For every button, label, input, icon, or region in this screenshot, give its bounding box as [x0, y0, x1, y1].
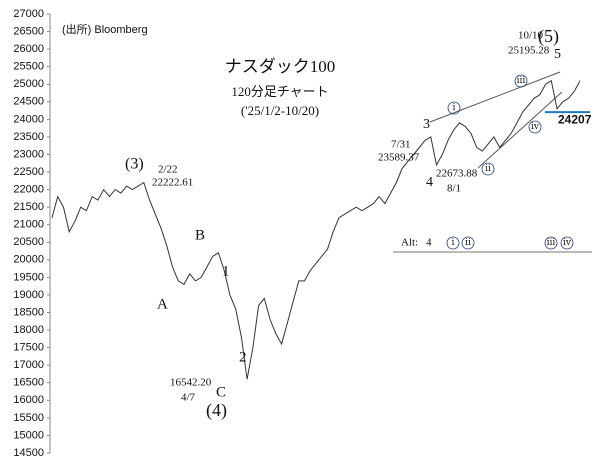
y-tick-label: 23000 — [13, 148, 44, 160]
y-tick-label: 20000 — [13, 254, 44, 266]
wave-circle — [544, 236, 558, 250]
annotation: 3 — [423, 117, 430, 132]
wave-circle — [514, 74, 528, 88]
chart-title: ナスダック100 — [225, 57, 336, 76]
y-tick-label: 21000 — [13, 219, 44, 231]
reference-label: 24207 — [558, 112, 592, 126]
trendline — [429, 71, 561, 123]
y-tick-label: 27000 — [13, 8, 44, 20]
y-tick-label: 26500 — [13, 25, 44, 37]
y-tick-label: 18000 — [13, 324, 44, 336]
y-tick-label: 24000 — [13, 113, 44, 125]
wave-label: ⅱ — [485, 163, 491, 173]
wave-circle — [481, 162, 495, 176]
annotation: 22222.61 — [152, 177, 193, 189]
y-tick-label: 16000 — [13, 394, 44, 406]
trendline — [477, 91, 563, 169]
y-tick-label: 17000 — [13, 359, 44, 371]
wave-label: ⅰ — [452, 237, 455, 247]
y-tick-label: 25500 — [13, 61, 44, 73]
annotation: 16542.20 — [170, 377, 212, 389]
annotation: 5 — [554, 47, 561, 62]
annotation: 4 — [426, 175, 433, 190]
annotation: A — [157, 296, 168, 312]
annotation: 1 — [222, 263, 230, 279]
y-tick-label: 22000 — [13, 184, 44, 196]
price-line — [51, 79, 581, 380]
y-tick-label: 25000 — [13, 78, 44, 90]
y-tick-label: 15500 — [13, 412, 44, 424]
annotation: 25195.28 — [508, 45, 550, 57]
annotation: 7/31 — [391, 139, 411, 151]
wave-label: ⅲ — [547, 237, 556, 247]
y-tick-label: 22500 — [13, 166, 44, 178]
y-tick-label: 17500 — [13, 342, 44, 354]
wave-label: ⅳ — [531, 121, 539, 131]
wave-label: ⅲ — [517, 75, 526, 85]
annotation: 4/7 — [181, 392, 196, 404]
annotation: C — [216, 384, 226, 400]
annotation: 4 — [426, 237, 432, 249]
annotation: 23589.37 — [378, 152, 420, 164]
y-tick-label: 18500 — [13, 306, 44, 318]
y-tick-label: 19500 — [13, 271, 44, 283]
annotation: 2/22 — [158, 164, 178, 176]
annotation: 22673.88 — [436, 168, 478, 180]
wave-circle — [560, 236, 574, 250]
annotation: (4) — [206, 400, 227, 421]
annotation: 2 — [239, 349, 247, 365]
wave-circle — [446, 236, 460, 250]
annotation: 8/1 — [447, 183, 461, 195]
source: (出所) Bloomberg — [62, 22, 148, 36]
wave-circle — [528, 120, 542, 134]
chart-subtitle: 120分足チャート — [231, 84, 328, 99]
wave-circle — [447, 101, 461, 115]
y-tick-label: 24500 — [13, 96, 44, 108]
y-tick-label: 19000 — [13, 289, 44, 301]
annotation: 10/10 — [518, 30, 544, 42]
wave-circle — [461, 236, 475, 250]
wave-label: ⅳ — [563, 237, 571, 247]
wave-label: ⅱ — [465, 237, 471, 247]
y-tick-label: 15000 — [13, 429, 44, 441]
wave-label: ⅰ — [453, 102, 456, 112]
y-tick-label: 20500 — [13, 236, 44, 248]
y-tick-label: 23500 — [13, 131, 44, 143]
annotation: B — [195, 227, 205, 243]
y-tick-label: 21500 — [13, 201, 44, 213]
annotation: Alt: — [401, 237, 418, 249]
annotation: (3) — [125, 156, 144, 173]
y-tick-label: 16500 — [13, 377, 44, 389]
y-tick-label: 26000 — [13, 43, 44, 55]
y-tick-label: 14500 — [13, 447, 44, 459]
annotation: (5) — [538, 26, 559, 47]
period: ('25/1/2-10/20) — [241, 103, 319, 118]
